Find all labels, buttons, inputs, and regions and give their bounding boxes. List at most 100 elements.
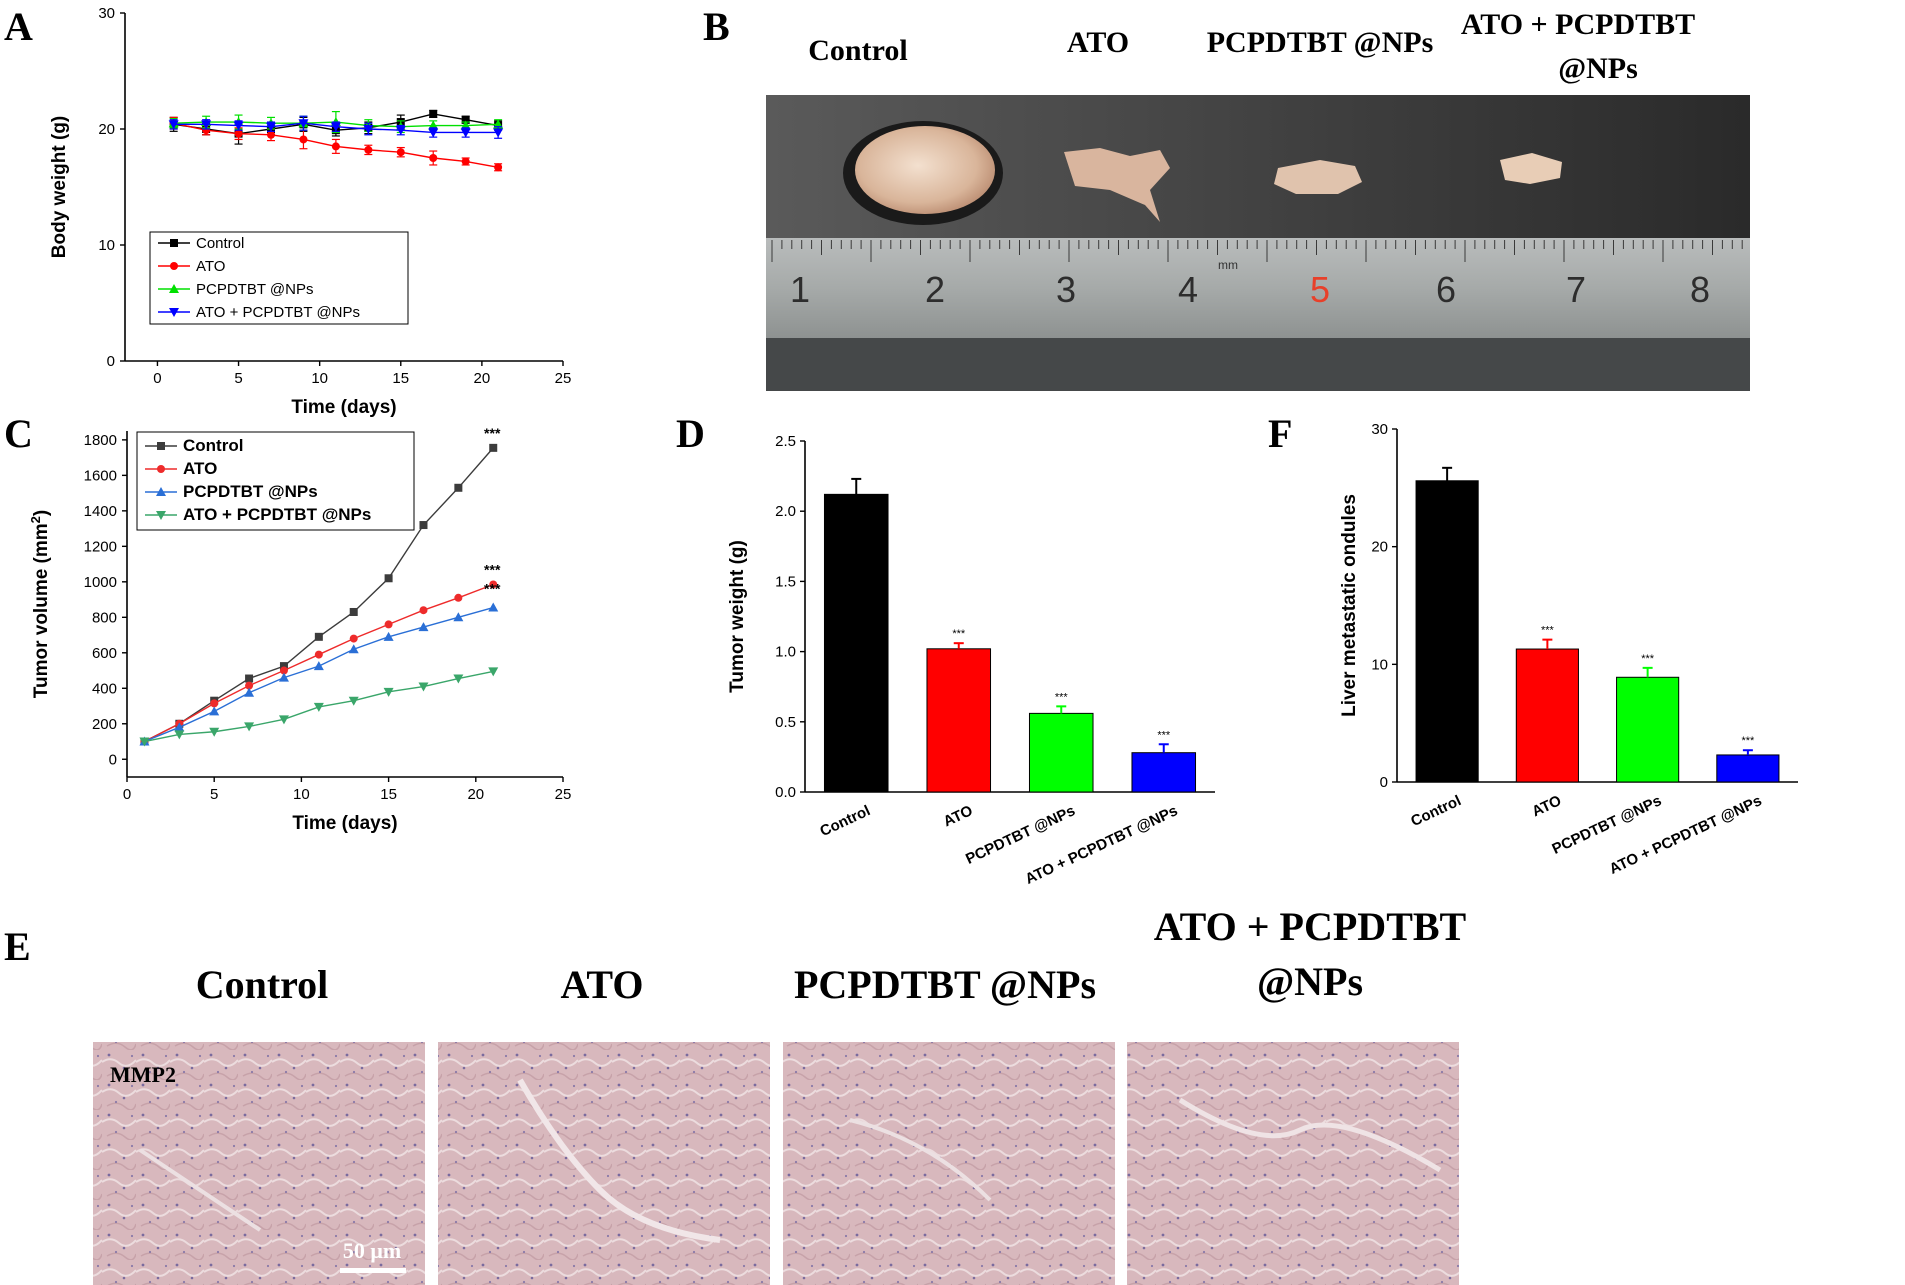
y-tick-label: 0.0 bbox=[775, 784, 796, 801]
y-tick-label: 0 bbox=[109, 751, 117, 768]
data-point bbox=[488, 602, 499, 612]
bar bbox=[1131, 752, 1197, 793]
y-axis-title: Tumor weight (g) bbox=[727, 540, 748, 693]
histology-panels bbox=[93, 1042, 1459, 1285]
data-point bbox=[233, 121, 244, 131]
panel-letter-c: C bbox=[4, 411, 33, 456]
x-category-label: ATO bbox=[941, 802, 976, 830]
y-tick-label: 0 bbox=[1380, 774, 1388, 791]
legend-marker bbox=[157, 442, 165, 450]
ruler-numbers: 1 2 3 4 5 6 7 8 bbox=[790, 269, 1710, 310]
data-point bbox=[429, 109, 438, 118]
data-point bbox=[331, 142, 340, 151]
y-tick-label: 0.5 bbox=[775, 714, 796, 731]
histology-combo bbox=[1127, 1042, 1459, 1285]
chart-d-tumor-weight: 0.0 0.5 1.0 1.5 2.0 2.5 Tumor weight (g) Contro… bbox=[727, 433, 1215, 888]
significance-mark: *** bbox=[1741, 735, 1755, 747]
series-line-2 bbox=[144, 606, 494, 743]
data-point bbox=[168, 120, 179, 130]
y-axis-title: Tumor volume (mm2) bbox=[28, 510, 52, 698]
data-point bbox=[419, 606, 428, 615]
data-point bbox=[364, 145, 373, 154]
data-point bbox=[313, 702, 324, 712]
y-tick-label: 20 bbox=[98, 121, 115, 138]
legend-box bbox=[136, 431, 415, 531]
bar bbox=[823, 493, 889, 793]
tumor-photo: mm 1 2 3 4 5 6 7 8 bbox=[766, 95, 1750, 391]
data-point bbox=[419, 521, 428, 530]
significance-mark: *** bbox=[484, 561, 501, 577]
y-tick-label: 1600 bbox=[84, 467, 117, 484]
stain-label: MMP2 bbox=[110, 1062, 176, 1087]
data-point bbox=[454, 593, 463, 602]
legend-box bbox=[149, 231, 409, 325]
chart-c-tumor-volume: 0 5 10 15 20 25 0 200 400 600 800 1000 1200 1400 1600 1… bbox=[28, 425, 571, 834]
legend-label: Control bbox=[183, 436, 243, 455]
ruler-number: 3 bbox=[1056, 269, 1076, 310]
data-point bbox=[266, 122, 276, 132]
x-tick-label: 5 bbox=[210, 786, 218, 803]
data-point bbox=[453, 612, 464, 622]
y-tick-label: 30 bbox=[1371, 421, 1388, 438]
tumor-ato bbox=[1064, 148, 1170, 222]
photo-b-title-combo-line2: @NPs bbox=[1558, 52, 1638, 85]
data-point bbox=[313, 661, 324, 671]
y-axis-title-main: Tumor volume (mm bbox=[31, 523, 52, 698]
x-axis-title: Time (days) bbox=[292, 813, 397, 834]
data-point bbox=[418, 682, 429, 692]
x-tick-label: 20 bbox=[467, 786, 484, 803]
data-point bbox=[234, 129, 243, 138]
data-point bbox=[244, 687, 255, 697]
data-point bbox=[488, 667, 499, 677]
y-tick-label: 1200 bbox=[84, 538, 117, 555]
data-point bbox=[493, 128, 504, 138]
data-point bbox=[330, 122, 341, 132]
panel-letter-e: E bbox=[4, 924, 31, 969]
data-point bbox=[418, 622, 429, 632]
legend-label: ATO bbox=[196, 258, 225, 275]
data-point bbox=[139, 737, 150, 747]
data-point bbox=[461, 115, 470, 124]
data-point bbox=[383, 687, 394, 697]
data-point bbox=[363, 125, 374, 134]
ruler-number: 7 bbox=[1566, 269, 1586, 310]
x-tick-label: 15 bbox=[380, 786, 397, 803]
bar bbox=[1616, 676, 1680, 783]
data-point bbox=[494, 163, 503, 172]
data-point bbox=[245, 681, 254, 690]
y-tick-label: 20 bbox=[1371, 539, 1388, 556]
data-point bbox=[210, 699, 219, 708]
ruler-number: 1 bbox=[790, 269, 810, 310]
bar bbox=[1028, 712, 1094, 793]
x-tick-label: 15 bbox=[392, 370, 409, 387]
data-point bbox=[383, 631, 394, 641]
panel-letter-a: A bbox=[4, 4, 33, 49]
data-point bbox=[267, 130, 275, 139]
y-tick-label: 2.0 bbox=[775, 503, 796, 520]
x-tick-label: 5 bbox=[234, 370, 242, 387]
y-axis-title: Liver metastatic ondules bbox=[1339, 494, 1360, 717]
data-point bbox=[314, 650, 323, 659]
panel-letter-d: D bbox=[676, 411, 705, 456]
tumor-pcpdtbt bbox=[1274, 160, 1362, 194]
y-tick-label: 600 bbox=[92, 645, 117, 662]
significance-mark: *** bbox=[484, 581, 501, 597]
data-point bbox=[489, 580, 498, 589]
x-tick-label: 0 bbox=[123, 786, 131, 803]
x-tick-label: 25 bbox=[555, 786, 572, 803]
legend-label: PCPDTBT @NPs bbox=[183, 482, 318, 501]
data-point bbox=[314, 632, 323, 641]
data-point bbox=[349, 607, 358, 616]
y-tick-label: 1800 bbox=[84, 432, 117, 449]
legend-label: PCPDTBT @NPs bbox=[196, 281, 313, 298]
ruler-number: 8 bbox=[1690, 269, 1710, 310]
ruler-number: 6 bbox=[1436, 269, 1456, 310]
legend-marker bbox=[170, 239, 178, 247]
panel-letter-b: B bbox=[703, 4, 730, 49]
significance-mark: *** bbox=[1541, 625, 1555, 637]
data-point bbox=[348, 644, 359, 654]
photo-b-title-pcpdtbt: PCPDTBT @NPs bbox=[1207, 26, 1434, 59]
panel-e-title-control: Control bbox=[196, 962, 329, 1007]
data-point bbox=[244, 722, 255, 732]
